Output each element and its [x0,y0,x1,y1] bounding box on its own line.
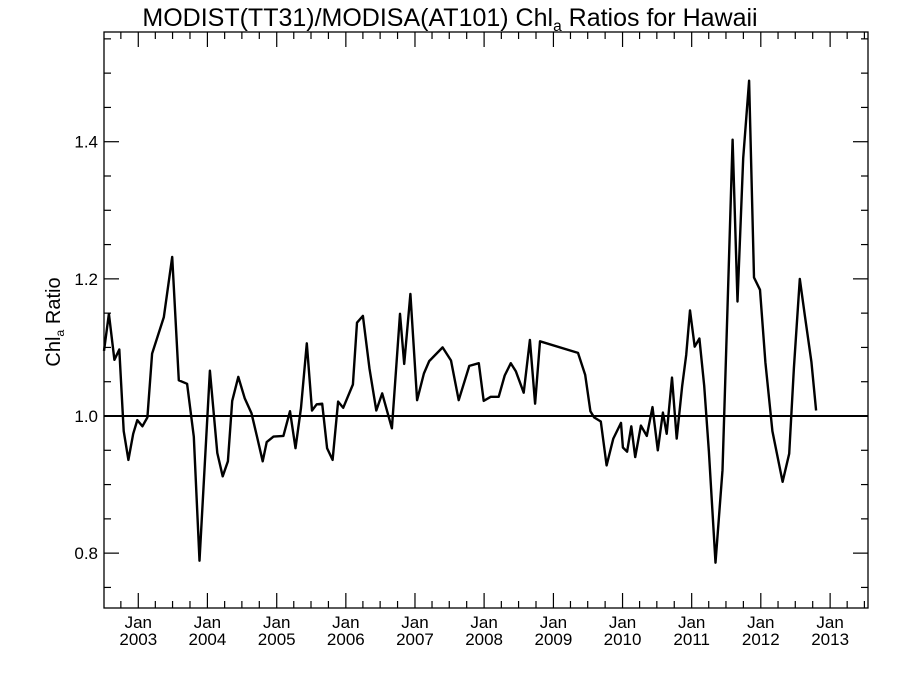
axis-ticks [104,32,868,608]
x-tick-month-label: Jan [816,613,843,632]
x-tick-year-label: 2008 [465,630,503,649]
x-tick-month-label: Jan [747,613,774,632]
x-tick-year-label: 2012 [742,630,780,649]
x-tick-year-label: 2005 [258,630,296,649]
series-line [102,79,818,564]
tick-labels: 0.81.01.21.4Jan2003Jan2004Jan2005Jan2006… [74,133,849,649]
x-tick-year-label: 2007 [396,630,434,649]
x-tick-year-label: 2009 [535,630,573,649]
x-tick-year-label: 2004 [188,630,226,649]
y-tick-label: 1.2 [74,270,98,289]
x-tick-month-label: Jan [332,613,359,632]
y-tick-label: 1.4 [74,133,98,152]
x-tick-month-label: Jan [470,613,497,632]
x-tick-month-label: Jan [678,613,705,632]
x-tick-month-label: Jan [263,613,290,632]
plot-frame [103,31,869,609]
chart-title: MODIST(TT31)/MODISA(AT101) Chla Ratios f… [142,4,758,35]
x-tick-month-label: Jan [540,613,567,632]
x-tick-year-label: 2010 [604,630,642,649]
x-tick-year-label: 2006 [327,630,365,649]
x-tick-year-label: 2011 [673,630,710,649]
x-tick-month-label: Jan [194,613,221,632]
x-tick-year-label: 2003 [119,630,157,649]
y-tick-label: 0.8 [74,544,98,563]
x-tick-month-label: Jan [401,613,428,632]
x-tick-month-label: Jan [609,613,636,632]
x-tick-month-label: Jan [125,613,152,632]
x-tick-year-label: 2013 [811,630,849,649]
y-tick-label: 1.0 [74,407,98,426]
